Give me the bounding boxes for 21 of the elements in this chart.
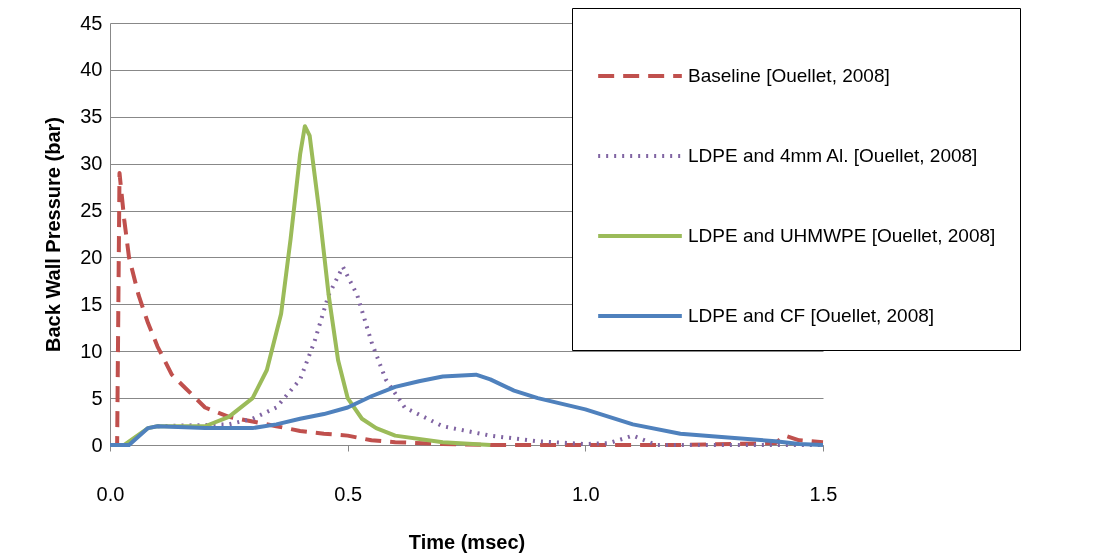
x-tick-label: 1.5 — [809, 482, 838, 505]
y-tick-label: 30 — [80, 152, 103, 175]
x-tick-label: 0.0 — [96, 482, 125, 505]
legend-label: LDPE and 4mm Al. [Ouellet, 2008] — [688, 145, 978, 166]
y-tick-label: 35 — [80, 105, 103, 128]
x-tick-label: 0.5 — [334, 482, 363, 505]
line-series — [108, 372, 825, 447]
y-tick-label: 0 — [91, 433, 103, 456]
y-tick-label: 10 — [80, 339, 103, 362]
y-tick-label: 5 — [91, 386, 103, 409]
legend-label: LDPE and UHMWPE [Ouellet, 2008] — [688, 225, 996, 246]
x-tick-label: 1.0 — [571, 482, 600, 505]
y-tick-label: 15 — [80, 292, 103, 315]
legend-label: Baseline [Ouellet, 2008] — [688, 65, 890, 86]
y-tick-label: 40 — [80, 58, 103, 81]
x-axis-title: Time (msec) — [408, 530, 526, 553]
y-tick-label: 25 — [80, 199, 103, 222]
legend-label: LDPE and CF [Ouellet, 2008] — [688, 305, 935, 326]
y-tick-label: 45 — [80, 11, 103, 34]
y-tick-label: 20 — [80, 245, 103, 268]
y-axis-title: Back Wall Pressure (bar) — [42, 117, 65, 352]
